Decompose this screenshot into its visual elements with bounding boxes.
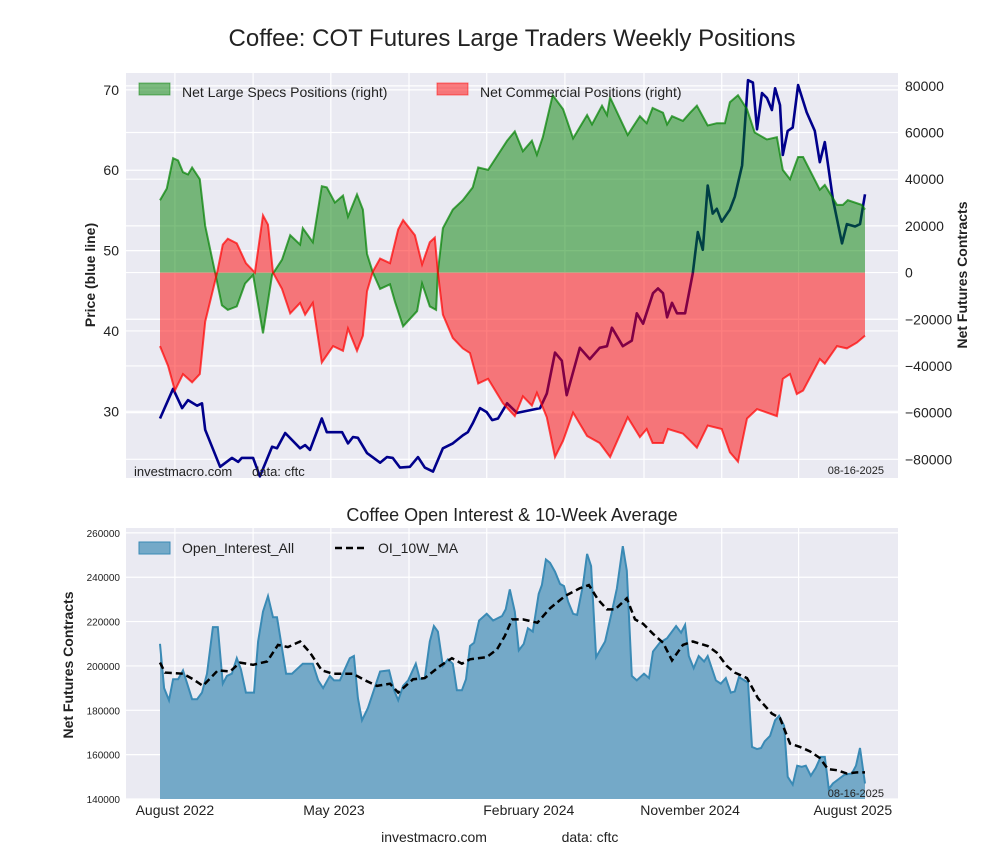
- right-tick-label: −60000: [905, 405, 952, 421]
- footer-site: investmacro.com: [381, 829, 487, 845]
- legend-label-specs: Net Large Specs Positions (right): [182, 84, 387, 100]
- bottom-date: 08-16-2025: [828, 788, 884, 800]
- x-tick-label: November 2024: [640, 802, 740, 818]
- commercial-area: [160, 215, 865, 462]
- legend-label-oi: Open_Interest_All: [182, 540, 294, 556]
- right-axis-ticks: −80000 −60000 −40000 −20000 0 20000 40000 60000…: [905, 78, 952, 467]
- legend-label-commercial: Net Commercial Positions (right): [480, 84, 682, 100]
- legend-swatch-specs: [138, 82, 171, 96]
- bottom-y-ticks: 140000 160000 180000 200000 220000 240000 2600…: [87, 529, 121, 806]
- y-tick-label: 160000: [87, 751, 121, 762]
- right-tick-label: −20000: [905, 311, 952, 327]
- y-tick-label: 220000: [87, 618, 121, 629]
- top-source: data: cftc: [252, 464, 305, 479]
- open-interest-area: [160, 546, 865, 799]
- right-tick-label: 20000: [905, 218, 944, 234]
- main-title: Coffee: COT Futures Large Traders Weekly…: [229, 25, 796, 52]
- top-watermark: investmacro.com: [134, 464, 232, 479]
- right-tick-label: 0: [905, 265, 913, 281]
- specs-area: [160, 95, 865, 334]
- x-tick-label: May 2023: [303, 802, 365, 818]
- open-interest-line: [159, 546, 866, 792]
- right-tick-label: −80000: [905, 451, 952, 467]
- y-tick-label: 240000: [87, 573, 121, 584]
- commercial-line: [159, 212, 866, 464]
- bottom-legend: Open_Interest_All OI_10W_MA: [138, 540, 459, 556]
- oi-title: Coffee Open Interest & 10-Week Average: [346, 505, 677, 525]
- top-legend: Net Large Specs Positions (right) Net Co…: [138, 82, 682, 100]
- bottom-x-ticks: August 2022 May 2023 February 2024 November…: [136, 802, 893, 818]
- moving-average-line: [158, 583, 865, 775]
- x-tick-label: August 2022: [136, 802, 215, 818]
- left-tick-label: 60: [103, 162, 119, 178]
- right-tick-label: −40000: [905, 358, 952, 374]
- x-tick-label: August 2025: [813, 802, 892, 818]
- x-tick-label: February 2024: [483, 802, 574, 818]
- right-tick-label: 40000: [905, 171, 944, 187]
- left-tick-label: 30: [103, 403, 119, 419]
- left-axis-ticks: 30 40 50 60 70: [103, 82, 119, 419]
- y-tick-label: 200000: [87, 662, 121, 673]
- y-tick-label: 140000: [87, 795, 121, 806]
- bottom-series: [158, 546, 866, 799]
- y-tick-label: 260000: [87, 529, 121, 540]
- legend-swatch-oi: [138, 541, 171, 555]
- legend-label-ma: OI_10W_MA: [378, 540, 459, 556]
- left-axis-label: Price (blue line): [82, 223, 98, 327]
- left-tick-label: 40: [103, 323, 119, 339]
- top-series: [158, 78, 867, 478]
- footer-source: data: cftc: [562, 829, 619, 845]
- specs-line: [159, 92, 866, 334]
- legend-swatch-commercial: [436, 82, 469, 96]
- right-tick-label: 80000: [905, 78, 944, 94]
- right-axis-label: Net Futures Contracts: [954, 201, 970, 348]
- left-tick-label: 50: [103, 243, 119, 259]
- right-tick-label: 60000: [905, 125, 944, 141]
- y-tick-label: 180000: [87, 706, 121, 717]
- bottom-y-axis-label: Net Futures Contracts: [60, 591, 76, 738]
- left-tick-label: 70: [103, 82, 119, 98]
- top-date: 08-16-2025: [828, 465, 884, 477]
